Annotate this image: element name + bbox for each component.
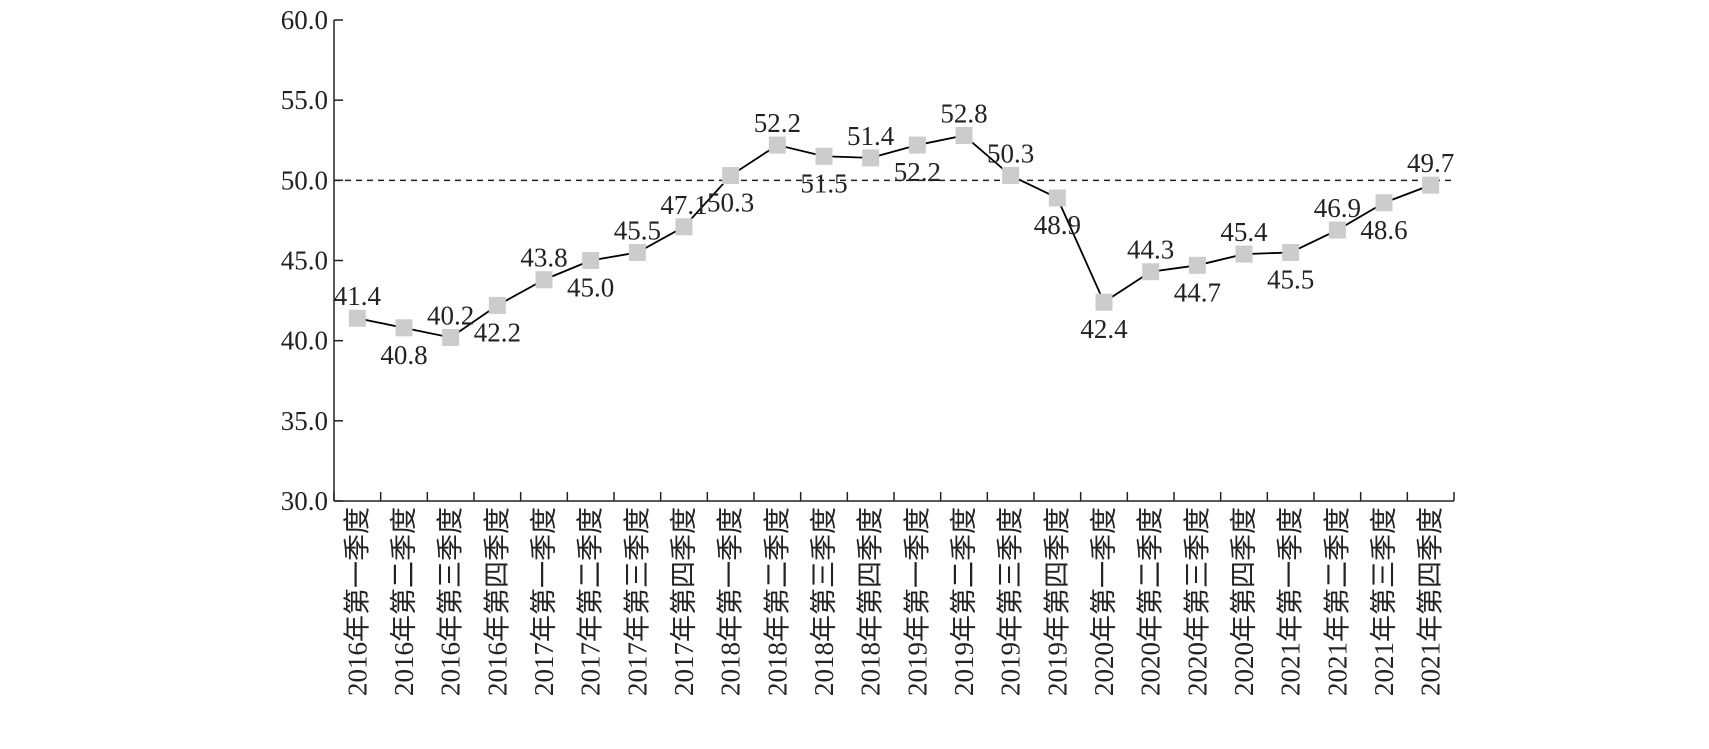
marker (1282, 243, 1300, 261)
data-label: 40.2 (427, 300, 474, 330)
marker (675, 218, 693, 236)
y-tick-label: 30.0 (281, 486, 328, 516)
x-tick-label: 2020年第二季度 (1136, 507, 1166, 696)
data-label: 42.2 (474, 317, 521, 347)
x-tick-label: 2018年第四季度 (856, 507, 886, 696)
x-tick-label: 2019年第四季度 (1042, 507, 1072, 696)
x-tick-label: 2019年第三季度 (996, 507, 1026, 696)
data-label: 48.9 (1034, 210, 1081, 240)
data-label: 45.5 (1267, 264, 1314, 294)
marker (815, 147, 833, 165)
x-tick-label: 2018年第一季度 (716, 507, 746, 696)
x-tick-label: 2017年第一季度 (529, 507, 559, 696)
data-label: 40.8 (380, 340, 427, 370)
marker (1188, 256, 1206, 274)
marker (955, 126, 973, 144)
marker (628, 243, 646, 261)
data-label: 48.6 (1360, 215, 1407, 245)
x-tick-label: 2018年第三季度 (809, 507, 839, 696)
data-label: 52.2 (894, 157, 941, 187)
marker (1235, 245, 1253, 263)
data-label: 44.7 (1174, 277, 1221, 307)
data-label: 43.8 (520, 243, 567, 273)
x-tick-label: 2021年第二季度 (1322, 507, 1352, 696)
marker (442, 328, 460, 346)
marker (1142, 263, 1160, 281)
marker (395, 319, 413, 337)
x-tick-label: 2021年第三季度 (1369, 507, 1399, 696)
y-tick-label: 50.0 (281, 165, 328, 195)
data-label: 52.8 (940, 98, 987, 128)
marker (1375, 194, 1393, 212)
marker (1048, 189, 1066, 207)
data-label: 44.3 (1127, 235, 1174, 265)
marker (1095, 293, 1113, 311)
data-label: 49.7 (1407, 148, 1454, 178)
marker (488, 296, 506, 314)
y-tick-label: 45.0 (281, 246, 328, 276)
x-tick-label: 2020年第一季度 (1089, 507, 1119, 696)
y-tick-label: 60.0 (281, 5, 328, 35)
marker (722, 167, 740, 185)
data-label: 45.4 (1220, 217, 1268, 247)
data-label: 45.0 (567, 273, 614, 303)
x-tick-label: 2016年第三季度 (436, 507, 466, 696)
data-label: 51.4 (847, 121, 895, 151)
x-tick-label: 2017年第四季度 (669, 507, 699, 696)
x-tick-label: 2021年第四季度 (1416, 507, 1446, 696)
x-tick-label: 2016年第二季度 (389, 507, 419, 696)
marker (862, 149, 880, 167)
data-label: 46.9 (1314, 193, 1361, 223)
data-label: 50.3 (707, 188, 754, 218)
data-label: 41.4 (334, 281, 382, 311)
x-tick-label: 2018年第二季度 (762, 507, 792, 696)
x-tick-label: 2021年第一季度 (1276, 507, 1306, 696)
data-label: 50.3 (987, 139, 1034, 169)
x-tick-label: 2020年第四季度 (1229, 507, 1259, 696)
x-tick-label: 2019年第二季度 (949, 507, 979, 696)
y-tick-label: 55.0 (281, 85, 328, 115)
x-tick-label: 2016年第一季度 (342, 507, 372, 696)
y-tick-label: 40.0 (281, 326, 328, 356)
x-tick-label: 2019年第一季度 (902, 507, 932, 696)
y-tick-label: 35.0 (281, 406, 328, 436)
marker (908, 136, 926, 154)
marker (1422, 176, 1440, 194)
data-label: 42.4 (1080, 314, 1128, 344)
data-label: 47.1 (660, 190, 707, 220)
marker (582, 252, 600, 269)
marker (1002, 167, 1020, 185)
x-tick-label: 2017年第三季度 (622, 507, 652, 696)
data-label: 45.5 (614, 215, 661, 245)
marker (535, 271, 553, 289)
marker (768, 136, 786, 154)
data-label: 51.5 (800, 168, 847, 198)
x-tick-label: 2016年第四季度 (482, 507, 512, 696)
x-tick-label: 2017年第二季度 (576, 507, 606, 696)
marker (1328, 221, 1346, 239)
data-label: 52.2 (754, 108, 801, 138)
marker (348, 309, 366, 327)
x-tick-label: 2020年第三季度 (1182, 507, 1212, 696)
